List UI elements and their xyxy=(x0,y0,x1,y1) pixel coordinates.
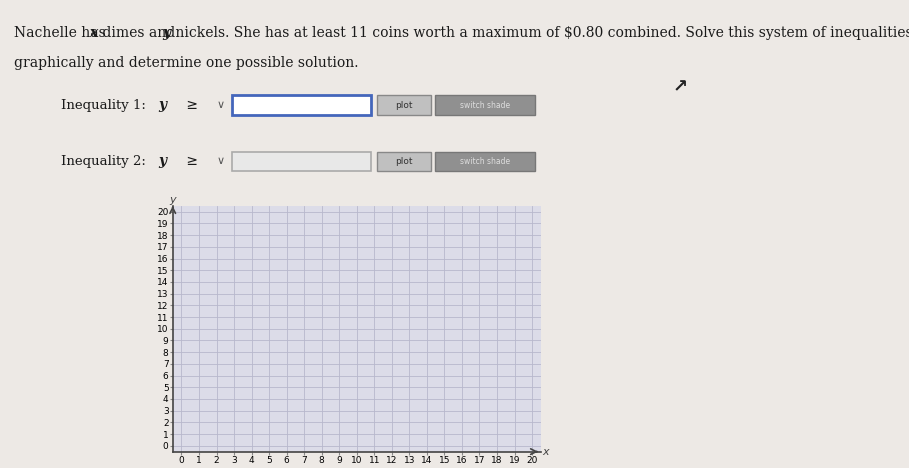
Bar xyxy=(232,152,371,171)
Text: x: x xyxy=(543,446,549,457)
Text: y: y xyxy=(162,26,170,40)
Text: Inequality 2:: Inequality 2: xyxy=(61,155,155,168)
Text: ∨: ∨ xyxy=(216,100,225,110)
Bar xyxy=(377,152,431,171)
Text: nickels. She has at least 11 coins worth a maximum of $0.80 combined. Solve this: nickels. She has at least 11 coins worth… xyxy=(171,26,909,40)
Text: dimes and: dimes and xyxy=(98,26,180,40)
Text: switch shade: switch shade xyxy=(460,157,510,166)
Bar xyxy=(232,95,371,115)
Text: switch shade: switch shade xyxy=(460,101,510,110)
Bar xyxy=(377,95,431,115)
Text: ≥: ≥ xyxy=(182,154,202,168)
Text: ≥: ≥ xyxy=(182,98,202,112)
Text: y: y xyxy=(158,98,166,112)
Text: ∨: ∨ xyxy=(216,156,225,167)
Bar xyxy=(435,152,535,171)
Text: graphically and determine one possible solution.: graphically and determine one possible s… xyxy=(14,56,358,70)
Text: plot: plot xyxy=(395,157,413,166)
Text: x: x xyxy=(89,26,97,40)
Text: ↗: ↗ xyxy=(673,78,687,96)
Text: y: y xyxy=(158,154,166,168)
Text: Nachelle has: Nachelle has xyxy=(14,26,110,40)
Text: plot: plot xyxy=(395,101,413,110)
Text: y: y xyxy=(169,195,176,205)
Text: Inequality 1:: Inequality 1: xyxy=(61,99,155,112)
Bar xyxy=(435,95,535,115)
